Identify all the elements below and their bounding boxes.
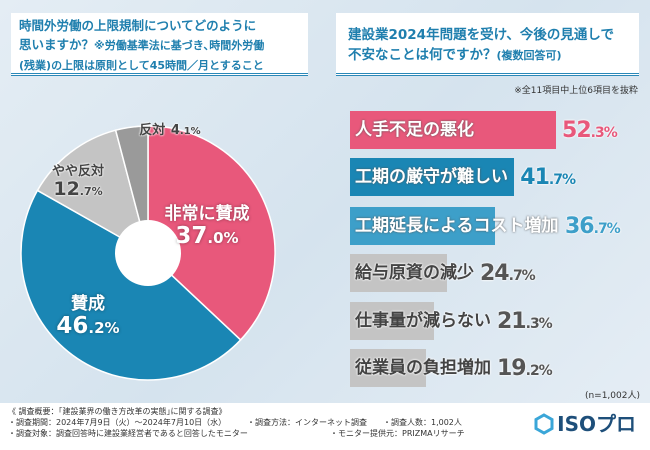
value-int: 52 (562, 118, 592, 143)
slice-decimal: .2% (88, 318, 120, 337)
question-note: (複数回答可) (496, 49, 562, 62)
slice-decimal: .7% (79, 185, 103, 199)
pie-slice (20, 189, 242, 381)
survey-count: ・調査人数：1,002人 (383, 418, 462, 427)
survey-footer: 《 調査概要：｢建設業界の働き方改革の実態｣に関する調査》 ・調査期間：2024… (0, 403, 650, 450)
question-line: 思いますか？ (19, 37, 95, 52)
hexagon-logo-icon (534, 413, 554, 435)
value-int: 24 (480, 261, 510, 286)
survey-method: ・調査方法：インターネット調査 (247, 418, 367, 427)
slice-name: 賛成 (71, 294, 105, 314)
pie-label: 賛成 46.2% (38, 295, 138, 339)
value-decimal: .3% (525, 316, 553, 332)
bar-value: 52.3% (562, 111, 618, 149)
bar (350, 158, 515, 196)
donut-chart (20, 125, 276, 381)
value-int: 19 (497, 356, 527, 381)
donut-hole (115, 220, 181, 286)
sample-size: (n=1,002人) (584, 391, 640, 401)
slice-name: やや反対 (51, 164, 104, 179)
bar (350, 111, 557, 149)
bar (350, 302, 434, 340)
bar-label: 工期延長によるコスト増加 (355, 216, 559, 236)
pie-label: 非常に賛成 37.0% (157, 205, 257, 249)
survey-target: ・調査対象：調査回答時に建設業経営者であると回答したモニター (8, 429, 248, 438)
logo-text: ISOプロ (557, 412, 636, 436)
slice-name: 非常に賛成 (164, 204, 250, 224)
bar (350, 254, 448, 292)
bar-label: 給与原資の減少 (355, 263, 474, 283)
slice-value: 12 (53, 178, 80, 201)
value-int: 36 (565, 214, 595, 239)
question-line: 時間外労働の上限規制についてどのように (19, 18, 257, 33)
pie-label: やや反対 12.7% (28, 164, 128, 201)
bar-label: 工期の厳守が難しい (355, 167, 508, 187)
slice-value: 46 (56, 312, 89, 339)
survey-title: 《 調査概要：｢建設業界の働き方改革の実態｣に関する調査》 (8, 407, 227, 416)
question-note: の上限は原則として45時間／月とすること (51, 59, 264, 72)
left-question-title: 時間外労働の上限規制についてどのように 思いますか？※労働基準法に基づき､時間外… (11, 13, 308, 76)
value-decimal: .7% (593, 221, 621, 237)
bar-value: 41.7% (520, 158, 576, 196)
question-line: 建設業2024年問題を受け、今後の見通しで (348, 27, 614, 43)
right-question-title: 建設業2024年問題を受け、今後の見通しで 不安なことは何ですか？(複数回答可) (336, 13, 639, 76)
question-note: (残業) (19, 59, 52, 72)
value-decimal: .7% (548, 172, 576, 188)
value-decimal: .2% (525, 363, 553, 379)
slice-name: 反対 (139, 123, 166, 138)
slice-value: 37 (175, 222, 208, 249)
slice-value: 4 (170, 123, 180, 138)
survey-provider: ・モニター提供元：PRIZMAリサーチ (330, 429, 465, 438)
value-decimal: .7% (508, 268, 536, 284)
bar-value: 21.3% (497, 302, 553, 340)
survey-period: ・調査期間：2024年7月9日（火）～2024年7月10日（水） (8, 418, 227, 427)
value-decimal: .3% (590, 125, 618, 141)
value-int: 41 (520, 165, 550, 190)
bar (350, 207, 495, 245)
bar-label: 人手不足の悪化 (355, 120, 474, 140)
bar-label: 仕事量が減らない (355, 311, 491, 331)
bar-value: 24.7% (480, 254, 536, 292)
bar-label: 従業員の負担増加 (355, 358, 491, 378)
question-line: 不安なことは何ですか？ (348, 47, 497, 63)
isopro-logo: ISOプロ (534, 413, 636, 435)
question-note: ※労働基準法に基づき､時間外労働 (94, 39, 265, 52)
extract-note: ※全11項目中上位6項目を抜粋 (514, 86, 638, 96)
bar-value: 36.7% (565, 207, 621, 245)
slice-decimal: .0% (207, 228, 239, 247)
pie-label: 反対 4.1% (120, 120, 220, 138)
bar (350, 349, 426, 387)
pie-slice (147, 125, 276, 341)
slice-decimal: .1% (179, 126, 201, 137)
bar-value: 19.2% (497, 349, 553, 387)
value-int: 21 (497, 309, 527, 334)
